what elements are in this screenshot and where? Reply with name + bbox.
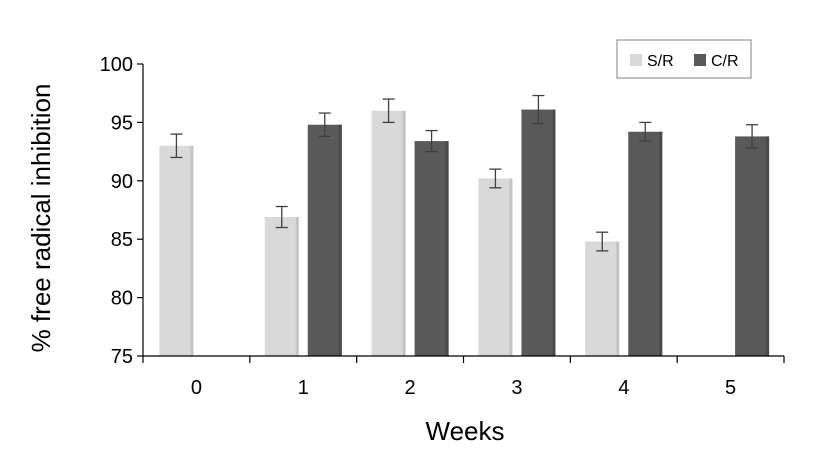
y-tick-label-85: 85 [111, 229, 133, 251]
x-tick-label-4: 4 [618, 377, 629, 399]
bar-shade-sr-week-3 [509, 178, 513, 356]
bar-shade-cr-week-2 [445, 141, 449, 356]
error-bars [170, 94, 759, 252]
bar-sr-week-3 [478, 178, 513, 356]
y-tick-label-90: 90 [111, 171, 133, 193]
legend: S/R C/R [616, 39, 752, 79]
y-tick-label-75: 75 [111, 346, 133, 368]
x-tick-label-0: 0 [191, 377, 202, 399]
bar-shade-cr-week-4 [659, 131, 663, 356]
legend-swatch-sr [630, 54, 642, 66]
bar-shade-sr-week-0 [190, 145, 194, 356]
y-axis-title: % free radical inhibition [26, 84, 56, 353]
x-tick-label-3: 3 [511, 377, 522, 399]
bar-sr-week-4 [585, 241, 620, 356]
legend-swatch-cr [694, 54, 706, 66]
bar-shade-sr-week-1 [295, 217, 299, 356]
legend-label-cr: C/R [711, 53, 739, 70]
x-axis-title: Weeks [426, 416, 505, 446]
x-tick-label-2: 2 [405, 377, 416, 399]
legend-label-sr: S/R [647, 53, 674, 70]
bar-cr-week-4 [628, 131, 663, 356]
bars [159, 109, 770, 357]
y-axis-ticks: 75 80 85 90 95 100 [100, 54, 143, 368]
x-tick-label-5: 5 [725, 377, 736, 399]
x-tick-label-1: 1 [298, 377, 309, 399]
bar-shade-cr-week-3 [552, 109, 556, 356]
y-tick-label-80: 80 [111, 288, 133, 310]
bar-cr-week-2 [414, 141, 449, 356]
x-axis-ticks: 0 1 2 3 4 5 [142, 356, 785, 399]
bar-cr-week-5 [735, 136, 770, 356]
bar-shade-sr-week-2 [402, 110, 406, 356]
bar-sr-week-0 [159, 145, 194, 356]
bar-sr-week-2 [371, 110, 406, 356]
y-tick-label-100: 100 [100, 54, 133, 76]
bar-cr-week-1 [307, 124, 342, 357]
bar-shade-cr-week-5 [766, 136, 770, 356]
bar-sr-week-1 [264, 217, 299, 356]
bar-shade-sr-week-4 [616, 241, 620, 356]
y-tick-label-95: 95 [111, 112, 133, 134]
bar-cr-week-3 [521, 109, 556, 356]
bar-shade-cr-week-1 [338, 124, 342, 357]
